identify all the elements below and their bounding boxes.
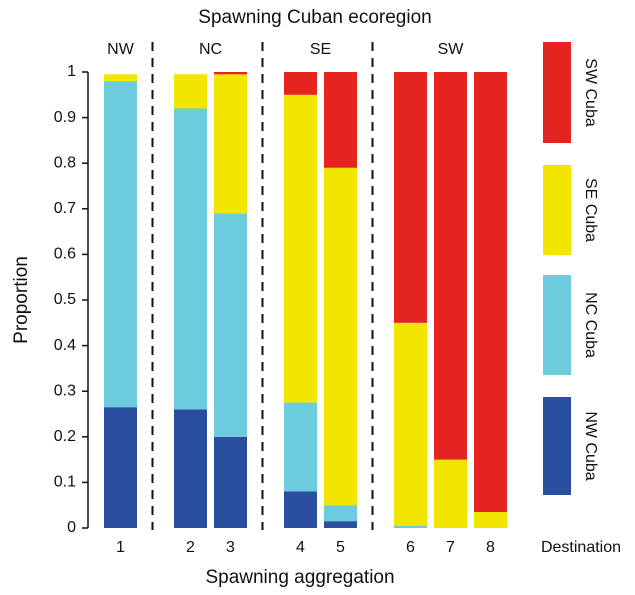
bar-segment xyxy=(214,74,247,214)
bar-segment xyxy=(394,72,427,323)
bar-segment xyxy=(174,409,207,528)
group-label: NW xyxy=(107,41,135,58)
y-tick-label: 0.6 xyxy=(54,246,76,263)
chart-title: Spawning Cuban ecoregion xyxy=(198,7,431,28)
legend-label: NW Cuba xyxy=(582,411,599,480)
bar-segment xyxy=(284,94,317,403)
bar-segment xyxy=(214,72,247,75)
y-tick-label: 1 xyxy=(67,63,76,80)
x-tick-label: 8 xyxy=(486,539,495,556)
bar-segment xyxy=(434,459,467,528)
y-tick-label: 0.1 xyxy=(54,474,76,491)
x-tick-label: 7 xyxy=(446,539,455,556)
bar-segment xyxy=(104,407,137,528)
y-tick-label: 0.9 xyxy=(54,109,76,126)
bar-segment xyxy=(284,72,317,95)
bar-segment xyxy=(324,167,357,506)
x-tick-label: 1 xyxy=(116,539,125,556)
bar-segment xyxy=(174,74,207,109)
group-label: NC xyxy=(199,41,222,58)
y-tick-label: 0.8 xyxy=(54,154,76,171)
bar-segment xyxy=(214,436,247,528)
x-axis-label: Spawning aggregation xyxy=(205,567,394,588)
bar-segment xyxy=(284,491,317,528)
legend-label: SW Cuba xyxy=(582,58,599,127)
x-axis-note: Destination xyxy=(541,539,621,556)
bar-segment xyxy=(474,72,507,513)
x-tick-label: 3 xyxy=(226,539,235,556)
legend-swatch xyxy=(543,42,571,143)
x-tick-label: 2 xyxy=(186,539,195,556)
y-axis-label: Proportion xyxy=(11,256,32,344)
legend-swatch xyxy=(543,275,571,375)
bar-segment xyxy=(324,505,357,522)
y-tick-label: 0.3 xyxy=(54,382,76,399)
x-tick-label: 6 xyxy=(406,539,415,556)
y-tick-label: 0.7 xyxy=(54,200,76,217)
bar-segment xyxy=(104,81,137,408)
x-tick-label: 5 xyxy=(336,539,345,556)
bar-segment xyxy=(324,521,357,528)
legend-swatch xyxy=(543,397,571,495)
bar-segment xyxy=(474,512,507,528)
legend-label: NC Cuba xyxy=(582,292,599,358)
y-tick-label: 0.2 xyxy=(54,428,76,445)
group-label: SW xyxy=(438,41,465,58)
legend-label: SE Cuba xyxy=(582,178,599,242)
group-label: SE xyxy=(310,41,331,58)
bar-segment xyxy=(394,322,427,526)
bar-segment xyxy=(104,74,137,82)
bar-segment xyxy=(324,72,357,168)
bar-segment xyxy=(214,213,247,437)
bar-segment xyxy=(284,402,317,492)
legend-swatch xyxy=(543,165,571,255)
bar-segment xyxy=(174,108,207,410)
y-tick-label: 0 xyxy=(67,519,76,536)
bar-segment xyxy=(434,72,467,460)
y-tick-label: 0.5 xyxy=(54,291,76,308)
y-tick-label: 0.4 xyxy=(54,337,76,354)
bar-segment xyxy=(394,525,427,528)
x-tick-label: 4 xyxy=(296,539,305,556)
